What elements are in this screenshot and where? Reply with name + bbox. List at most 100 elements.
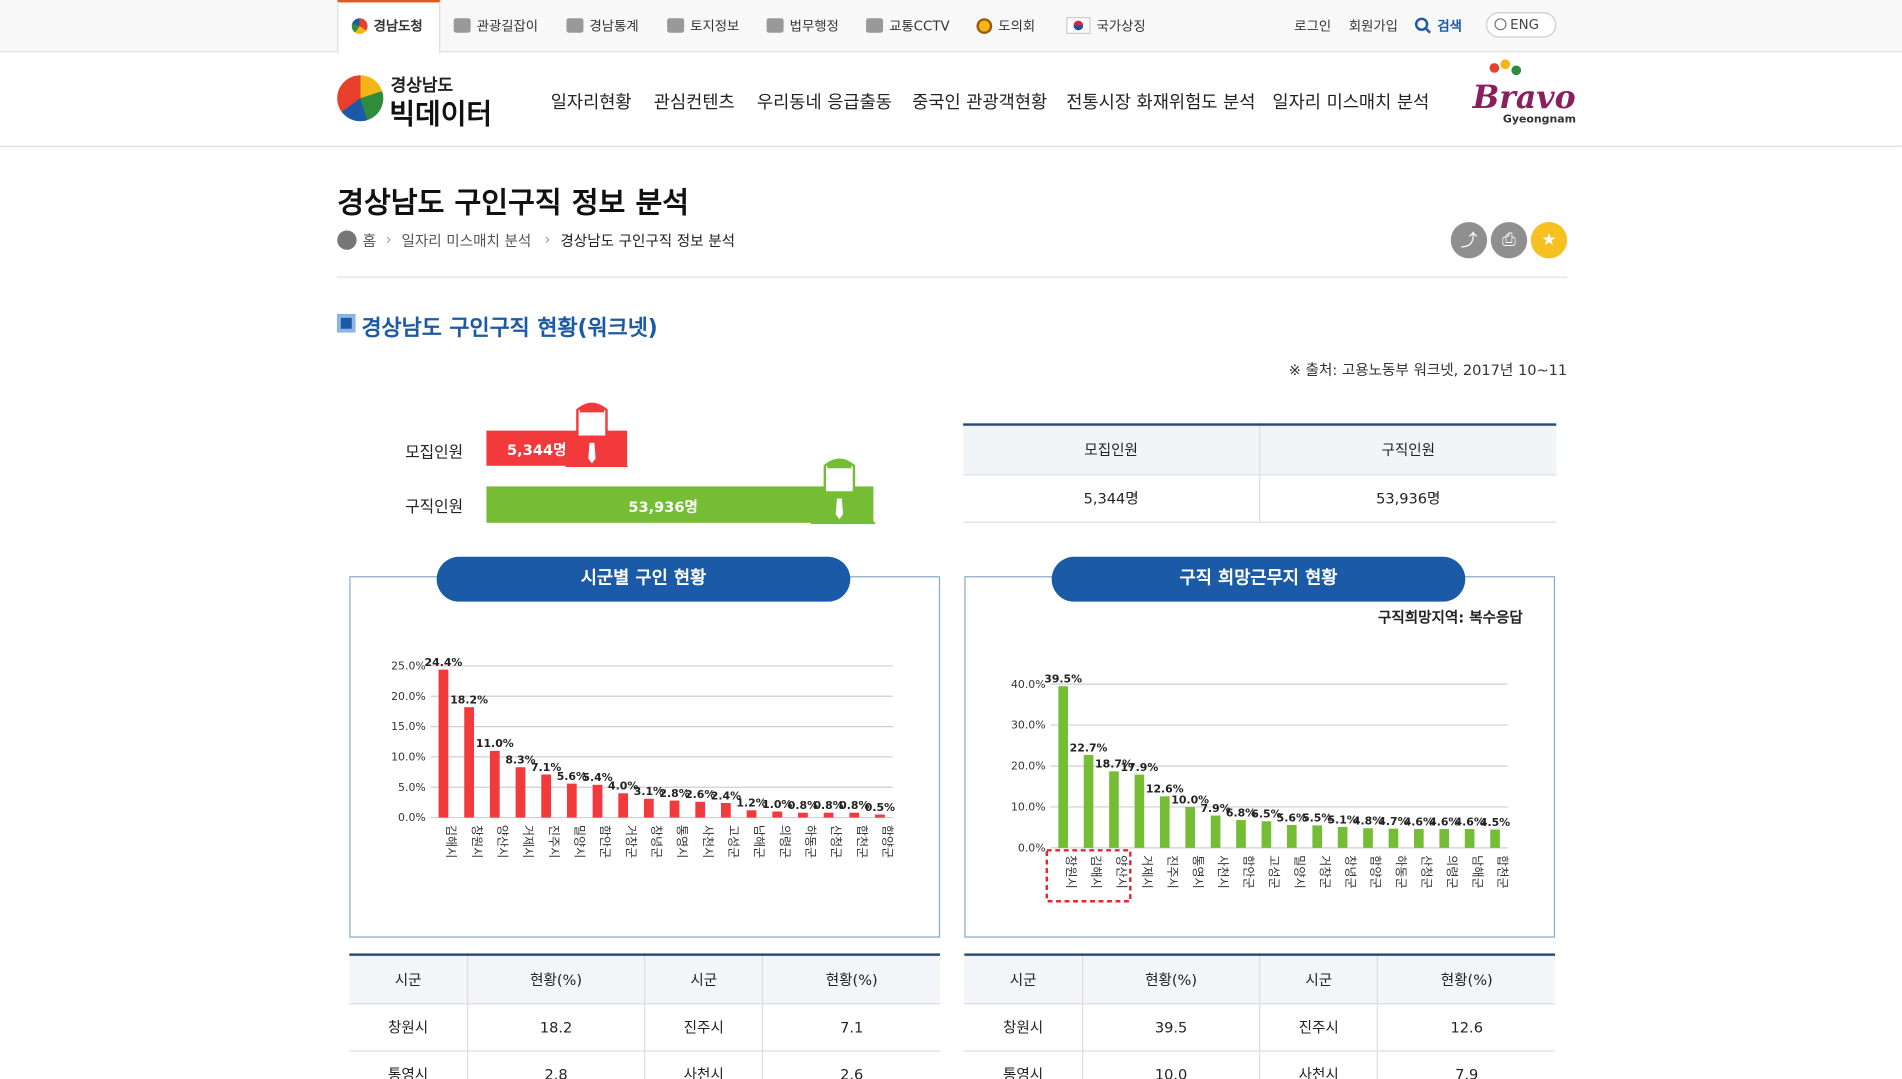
table-header: 시군 (964, 954, 1084, 1004)
x-tick-label: 거창군 (1318, 855, 1332, 888)
table-header: 현황(%) (762, 954, 941, 1004)
x-tick-label: 창원시 (1064, 855, 1078, 888)
login-link[interactable]: 로그인 (1294, 18, 1332, 34)
summary-header-recruit: 모집인원 (963, 424, 1261, 475)
chart-bar (1439, 829, 1450, 848)
chart-bar (1185, 806, 1196, 848)
chart-bar (1210, 815, 1221, 848)
x-tick-label: 김해시 (1089, 855, 1103, 888)
search-button[interactable]: 검색 (1414, 16, 1462, 35)
y-tick-label: 40.0% (1011, 678, 1046, 691)
chart-bar (669, 800, 680, 818)
chart-bar (1236, 820, 1246, 848)
job-seeker-person-icon (810, 458, 876, 525)
nav-interest-contents[interactable]: 관심컨텐츠 (653, 93, 735, 113)
chart-bar (1083, 754, 1094, 848)
print-button[interactable]: ⎙ (1490, 221, 1528, 259)
chart-bar (1337, 827, 1348, 848)
table-cell: 18.2 (467, 1003, 646, 1052)
topbar-item-legal-admin[interactable]: 법무행정 (766, 16, 839, 35)
data-label: 5.5% (1302, 812, 1332, 825)
table-header: 시군 (349, 954, 469, 1004)
x-tick-label: 김해시 (444, 825, 458, 858)
recruit-bar-chart: 0.0% 5.0% 10.0% 15.0% 20.0% 25.0%24.4% 김해시 18.2… (391, 656, 895, 858)
camera-icon (453, 18, 471, 33)
star-icon: ★ (1541, 230, 1557, 250)
nav-job-status[interactable]: 일자리현황 (550, 93, 632, 113)
search-icon (1414, 17, 1431, 34)
data-label: 4.8% (1353, 815, 1383, 828)
table-header: 현황(%) (1377, 954, 1556, 1004)
logo-title: 빅데이터 (389, 99, 493, 132)
data-label: 2.4% (711, 789, 741, 802)
site-logo-icon[interactable] (337, 75, 384, 122)
data-source: ※ 출처: 고용노동부 워크넷, 2017년 10~11 (1288, 361, 1568, 379)
globe-icon (1494, 18, 1507, 31)
nav-chinese-tourists[interactable]: 중국인 관광객현황 (912, 93, 1048, 113)
x-tick-label: 함양군 (881, 825, 895, 858)
share-button[interactable]: ⤴ (1450, 221, 1488, 259)
chart-bar (566, 783, 577, 818)
table-cell: 사천시 (1259, 1050, 1379, 1079)
data-label: 39.5% (1044, 673, 1082, 686)
table-header: 현황(%) (1082, 954, 1261, 1004)
table-row: 창원시 39.5 진주시 12.6 (964, 1003, 1556, 1052)
x-tick-label: 거창군 (624, 825, 638, 858)
topbar-item-national-symbol[interactable]: 국가상징 (1066, 16, 1146, 35)
data-label: 7.1% (531, 761, 561, 774)
favorite-button[interactable]: ★ (1530, 221, 1568, 259)
y-tick-label: 20.0% (391, 690, 426, 703)
table-cell: 7.1 (762, 1003, 941, 1052)
gyeongnam-logo-icon (351, 17, 368, 34)
topbar-item-gyeongnam-office[interactable]: 경남도청 (351, 16, 423, 35)
x-tick-label: 거제시 (521, 825, 535, 858)
breadcrumb-job-mismatch[interactable]: 일자리 미스매치 분석 (401, 232, 532, 250)
chart-bar (875, 814, 885, 818)
signup-link[interactable]: 회원가입 (1348, 18, 1398, 34)
jobseek-chart-note: 구직희망지역: 복수응답 (1377, 608, 1523, 626)
chart-bar (1490, 829, 1500, 848)
y-tick-label: 15.0% (391, 720, 426, 733)
jobseek-chart-title: 구직 희망근무지 현황 (1051, 556, 1466, 602)
recruit-label: 모집인원 (405, 443, 464, 463)
x-tick-label: 합천군 (855, 825, 870, 858)
data-label: 4.6% (1455, 815, 1485, 828)
chart-bar (1312, 825, 1323, 848)
table-header: 현황(%) (467, 954, 646, 1004)
main-header: 경상남도 빅데이터 일자리현황 관심컨텐츠 우리동네 응급출동 중국인 관광객현… (0, 53, 1902, 147)
x-tick-label: 의령군 (1445, 855, 1459, 888)
y-tick-label: 20.0% (1011, 760, 1046, 773)
chart-bar (1159, 796, 1170, 848)
chart-bar (1464, 829, 1475, 848)
section-title: 경상남도 구인구직 현황(워크넷) (361, 315, 658, 341)
seek-bar: 53,936명 (486, 486, 874, 523)
topbar-item-statistics[interactable]: 경남통계 (566, 16, 639, 35)
nav-emergency-dispatch[interactable]: 우리동네 응급출동 (756, 93, 892, 113)
share-icon: ⤴ (1460, 231, 1478, 252)
x-tick-label: 합천군 (1496, 855, 1511, 888)
x-tick-label: 함안군 (1242, 855, 1256, 888)
x-tick-label: 산청군 (1419, 855, 1433, 888)
table-cell: 39.5 (1082, 1003, 1261, 1052)
home-icon[interactable] (337, 230, 357, 250)
data-label: 5.4% (582, 771, 612, 784)
topbar-item-land-info[interactable]: 토지정보 (667, 16, 739, 35)
x-tick-label: 산청군 (829, 825, 843, 858)
language-selector[interactable]: ENG (1485, 12, 1557, 38)
data-label: 4.6% (1429, 815, 1459, 828)
summary-header-seek: 구직인원 (1259, 424, 1557, 475)
chart-bar (515, 767, 526, 818)
nav-market-fire-risk[interactable]: 전통시장 화재위험도 분석 (1066, 93, 1256, 113)
title-divider (337, 276, 1568, 278)
topbar-item-traffic-cctv[interactable]: 교통CCTV (866, 16, 950, 35)
topbar-item-council[interactable]: 도의회 (976, 16, 1035, 35)
top-utility-bar: 경남도청 관광길잡이 경남통계 토지정보 법무행정 교통CCTV 도의회 국가상… (0, 0, 1902, 54)
chart-bar (1388, 828, 1399, 848)
table-cell: 진주시 (1259, 1003, 1379, 1052)
x-tick-label: 남해군 (752, 825, 766, 858)
nav-job-mismatch[interactable]: 일자리 미스매치 분석 (1272, 93, 1430, 113)
data-label: 10.0% (1171, 793, 1209, 806)
breadcrumb-home[interactable]: 홈 (362, 232, 377, 250)
y-tick-label: 0.0% (1018, 842, 1046, 855)
topbar-item-tourism[interactable]: 관광길잡이 (453, 16, 538, 35)
